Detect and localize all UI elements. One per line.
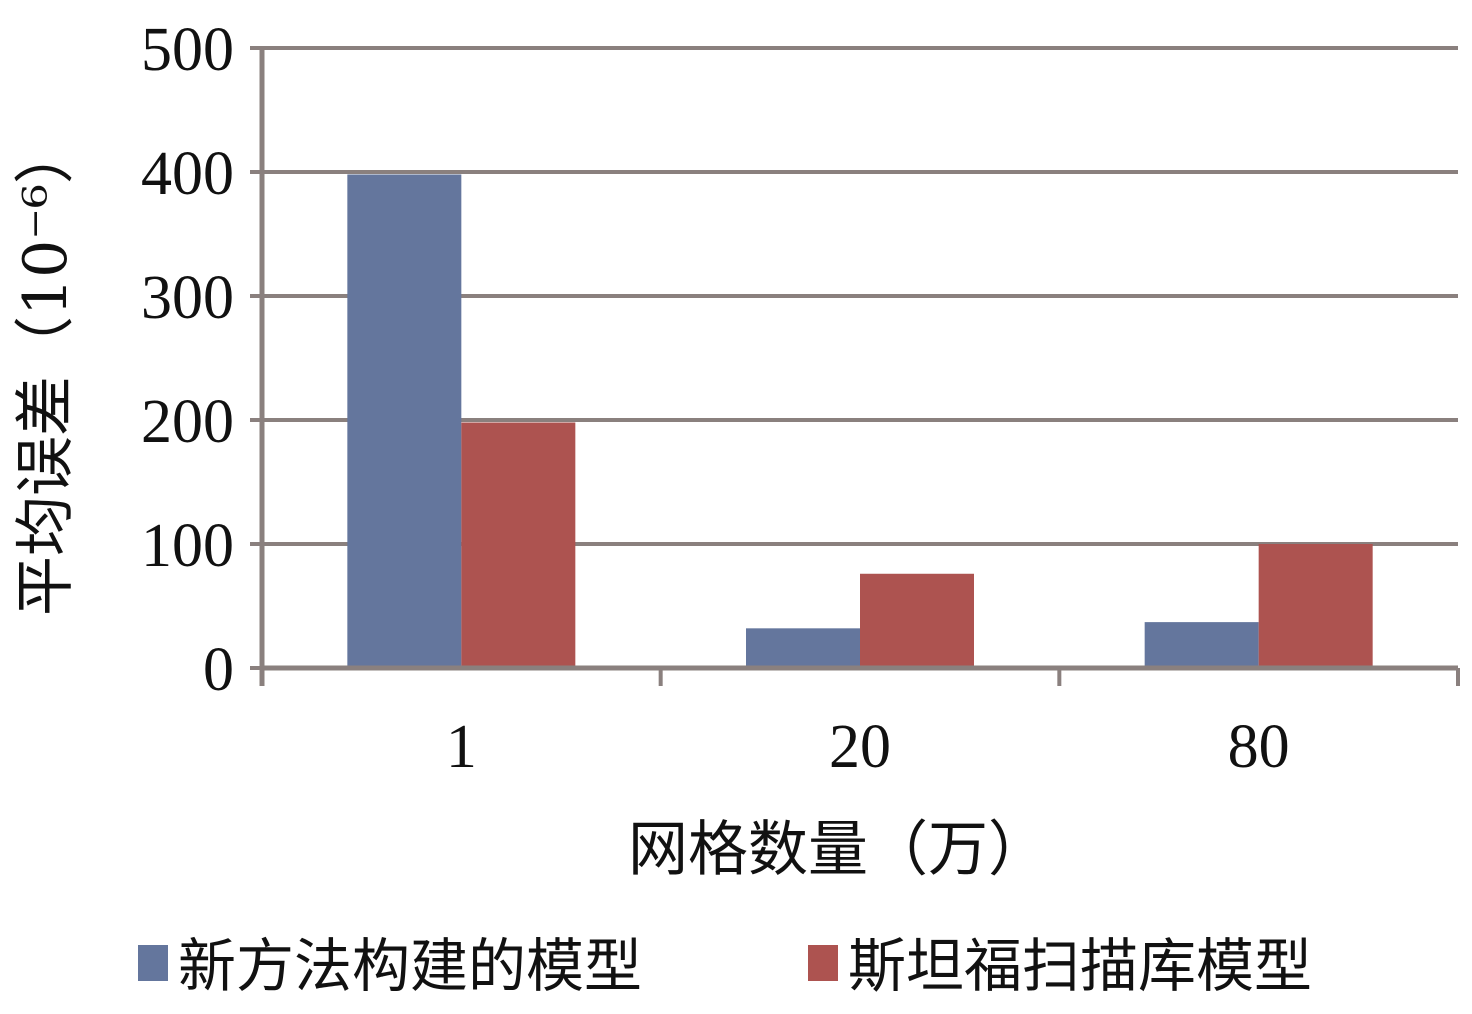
bar-series-1-cat-80: [1144, 622, 1259, 668]
bars: [347, 174, 1373, 669]
legend-swatch-series-2: [808, 945, 838, 981]
axes: [259, 48, 1460, 686]
x-tick-label-20: 20: [829, 713, 891, 781]
bar-series-2-cat-1: [461, 422, 576, 668]
x-tick-label-1: 1: [446, 713, 477, 781]
legend-label-series-2: 斯坦福扫描库模型: [848, 932, 1312, 1000]
x-axis-title: 网格数量（万）: [628, 815, 1048, 885]
legend-label-series-1: 新方法构建的模型: [178, 932, 642, 1000]
tick-labels: 0 100 200 300 400 500 1 20 80: [141, 16, 1290, 781]
bar-series-1-cat-1: [347, 174, 462, 669]
legend: 新方法构建的模型 斯坦福扫描库模型: [138, 932, 1312, 1000]
x-tick-label-80: 80: [1228, 713, 1290, 781]
y-tick-label-500: 500: [141, 16, 234, 84]
y-tick-label-0: 0: [203, 636, 234, 704]
legend-item-series-1: 新方法构建的模型: [138, 932, 642, 1000]
y-tick-label-400: 400: [141, 140, 234, 208]
bar-series-2-cat-80: [1258, 544, 1373, 668]
legend-item-series-2: 斯坦福扫描库模型: [808, 932, 1312, 1000]
bar-series-2-cat-20: [860, 573, 974, 668]
y-axis-title: 平均误差（10⁻⁶）: [11, 124, 81, 616]
y-tick-label-100: 100: [141, 512, 234, 580]
y-tick-label-300: 300: [141, 264, 234, 332]
legend-swatch-series-1: [138, 945, 168, 981]
y-tick-label-200: 200: [141, 388, 234, 456]
bar-series-1-cat-20: [746, 628, 860, 668]
